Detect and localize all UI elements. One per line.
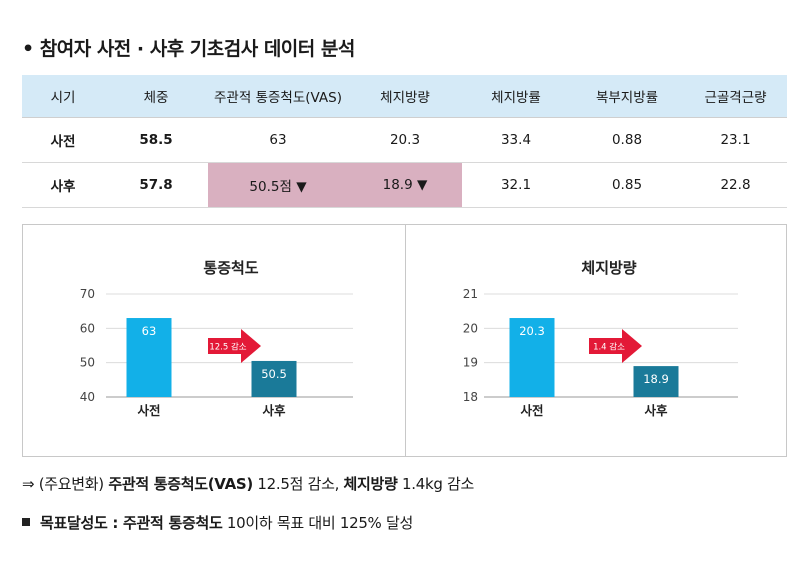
page-title: • 참여자 사전 · 사후 기초검사 데이터 분석 (22, 38, 355, 60)
category-label: 사후 (644, 403, 668, 418)
body-fat-chart: 체지방량 18 19 20 21 20.3 사전 18.9 사후 1.4 감소 (463, 259, 738, 418)
cell-abdominal-fat: 0.88 (570, 116, 684, 163)
header-abdominal-fat: 복부지방률 (570, 75, 684, 117)
table-row: 사후 57.8 50.5점 ▼ 18.9 ▼ 32.1 0.85 22.8 (22, 162, 787, 208)
y-tick-label: 40 (80, 390, 95, 404)
goal-label: 목표달성도 : 주관적 통증척도 (40, 514, 223, 532)
cell-period: 사후 (22, 162, 104, 208)
chart-panel-body-fat: 체지방량 18 19 20 21 20.3 사전 18.9 사후 1.4 감소 (405, 224, 787, 457)
summary-note: ⇒ (주요변화) 주관적 통증척도(VAS) 12.5점 감소, 체지방량 1.… (22, 473, 474, 494)
y-tick-label: 60 (80, 321, 95, 335)
category-label: 사후 (262, 403, 286, 418)
decrease-arrow-icon (589, 329, 642, 363)
data-table: 시기 체중 주관적 통증척도(VAS) 체지방량 체지방률 복부지방률 근골격근… (22, 75, 787, 208)
note-prefix: ⇒ (주요변화) (22, 475, 109, 493)
decrease-arrow-icon (208, 329, 261, 363)
header-muscle-mass: 근골격근량 (684, 75, 787, 117)
cell-vas: 50.5점 ▼ (208, 162, 348, 208)
pain-scale-chart: 통증척도 40 50 60 70 63 사전 50.5 사후 12.5 감소 (80, 259, 353, 418)
table-row: 사전 58.5 63 20.3 33.4 0.88 23.1 (22, 116, 787, 163)
cell-period: 사전 (22, 116, 104, 163)
note-vas: 주관적 통증척도(VAS) (108, 475, 253, 493)
cell-body-fat-mass: 18.9 ▼ (348, 162, 462, 208)
category-label: 사전 (137, 403, 160, 418)
cell-body-fat-rate: 33.4 (462, 116, 570, 163)
cell-abdominal-fat: 0.85 (570, 162, 684, 208)
cell-muscle-mass: 22.8 (684, 162, 787, 208)
cell-vas: 63 (208, 116, 348, 163)
note-fat: 체지방량 (343, 475, 398, 493)
decrease-label: 12.5 감소 (209, 342, 246, 353)
bar-pre (509, 318, 555, 397)
chart-title: 통증척도 (203, 259, 258, 277)
bar-pre (126, 318, 172, 397)
decrease-label: 1.4 감소 (593, 342, 625, 353)
note-fat-change: 1.4kg 감소 (397, 475, 475, 493)
table-header-row: 시기 체중 주관적 통증척도(VAS) 체지방량 체지방률 복부지방률 근골격근… (22, 75, 787, 117)
chart-panel-pain: 통증척도 40 50 60 70 63 사전 50.5 사후 12.5 감소 (22, 224, 406, 457)
header-period: 시기 (22, 75, 104, 117)
cell-muscle-mass: 23.1 (684, 116, 787, 163)
data-label: 18.9 (643, 372, 669, 386)
category-label: 사전 (520, 403, 543, 418)
header-vas: 주관적 통증척도(VAS) (208, 75, 348, 117)
cell-body-fat-rate: 32.1 (462, 162, 570, 208)
cell-body-fat-mass: 20.3 (348, 116, 462, 163)
header-body-fat-rate: 체지방률 (462, 75, 570, 117)
y-tick-label: 70 (80, 287, 95, 301)
bar-post (251, 360, 297, 397)
bullet-square-icon (22, 518, 30, 526)
goal-text: 10이하 목표 대비 125% 달성 (222, 514, 413, 532)
cell-weight: 57.8 (104, 162, 208, 208)
y-tick-label: 20 (463, 321, 478, 335)
header-weight: 체중 (104, 75, 208, 117)
goal-note: 목표달성도 : 주관적 통증척도 10이하 목표 대비 125% 달성 (22, 512, 413, 533)
y-tick-label: 21 (463, 287, 478, 301)
data-label: 20.3 (519, 324, 545, 338)
data-label: 50.5 (261, 367, 287, 381)
y-tick-label: 50 (80, 356, 95, 370)
header-body-fat-mass: 체지방량 (348, 75, 462, 117)
data-label: 63 (142, 324, 157, 338)
chart-title: 체지방량 (581, 259, 636, 277)
y-tick-label: 18 (463, 390, 478, 404)
cell-weight: 58.5 (104, 116, 208, 163)
y-tick-label: 19 (463, 356, 478, 370)
bar-post (633, 366, 679, 397)
note-vas-change: 12.5점 감소, (252, 475, 344, 493)
